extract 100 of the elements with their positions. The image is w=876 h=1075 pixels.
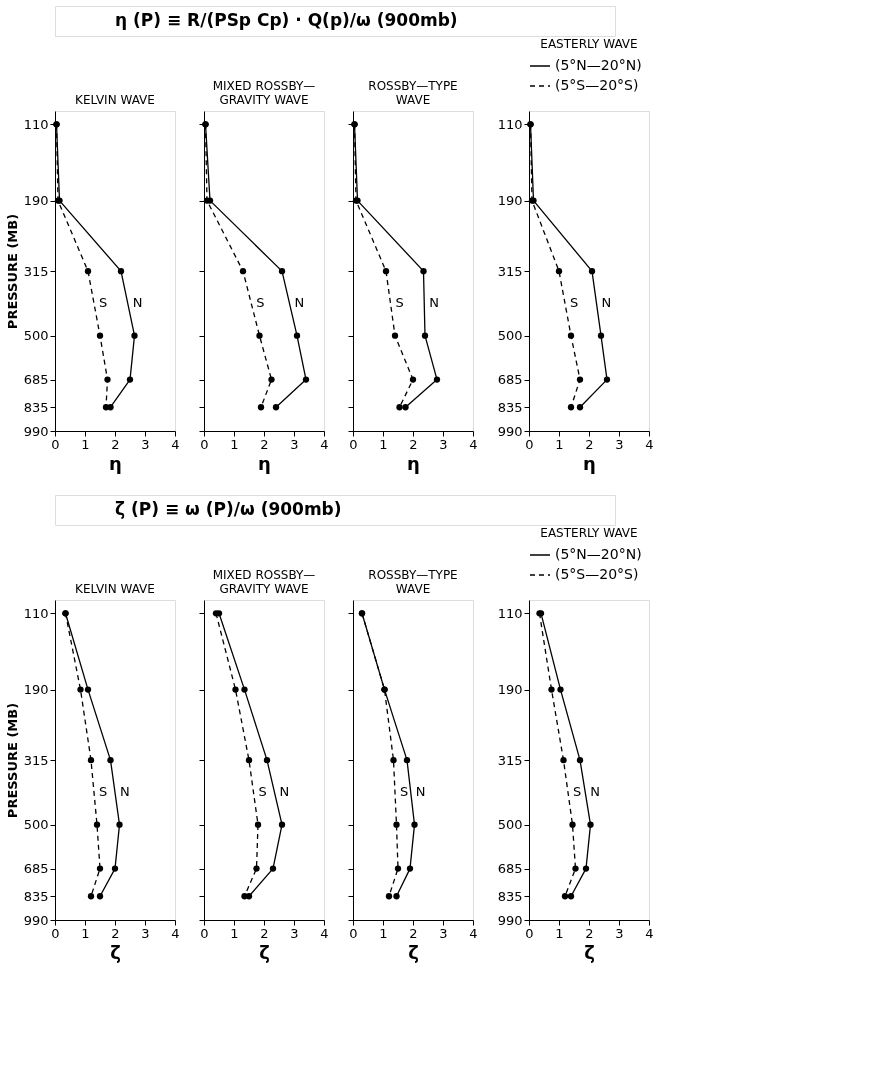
chart-title: ROSSBY—TYPE WAVE (368, 79, 458, 107)
x-tick-label: 3 (439, 925, 448, 941)
x-tick-label: 1 (81, 925, 90, 941)
annotation: S (570, 295, 579, 311)
x-tick-label: 1 (379, 436, 388, 452)
x-tick-label: 2 (260, 925, 269, 941)
x-tick-label: 3 (141, 925, 150, 941)
y-tick-label: 990 (23, 912, 49, 928)
annotation: S (256, 295, 265, 311)
y-tick-label: 835 (497, 399, 523, 415)
x-tick-label: 2 (111, 925, 120, 941)
x-tick-label: 4 (320, 436, 329, 452)
x-tick-label: 2 (111, 436, 120, 452)
x-tick-label: 2 (409, 925, 418, 941)
annotation: N (294, 295, 305, 311)
x-tick-label: 4 (171, 436, 180, 452)
y-tick-label: 990 (23, 423, 49, 439)
x-tick-label: 4 (320, 925, 329, 941)
x-axis-title: η (258, 452, 271, 474)
x-tick-label: 0 (51, 925, 60, 941)
annotation: N (415, 784, 426, 800)
annotation: S (258, 784, 267, 800)
x-tick-label: 4 (469, 436, 478, 452)
x-tick-label: 0 (349, 925, 358, 941)
x-tick-label: 4 (469, 925, 478, 941)
text: η (P) ≡ R/(PSp Cp) · Q(p)/ω (900mb) (115, 10, 458, 30)
x-tick-label: 1 (379, 925, 388, 941)
chart-title: KELVIN WAVE (75, 582, 155, 596)
y-tick-label: 685 (497, 372, 523, 388)
y-tick-label: 315 (497, 263, 523, 279)
y-tick-label: 190 (23, 682, 49, 698)
x-tick-label: 1 (555, 436, 564, 452)
annotation: S (99, 784, 108, 800)
x-tick-label: 3 (615, 436, 624, 452)
y-axis-title: PRESSURE (MB) (4, 702, 20, 819)
legend-label: (5°S—20°S) (555, 77, 639, 93)
text: ζ (P) ≡ ω (P)/ω (900mb) (115, 499, 342, 519)
annotation: S (400, 784, 409, 800)
x-axis-title: η (109, 452, 122, 474)
y-tick-label: 110 (23, 605, 49, 621)
x-axis-title: ζ (584, 941, 595, 963)
annotation: N (132, 295, 143, 311)
y-tick-label: 685 (23, 861, 49, 877)
x-tick-label: 2 (260, 436, 269, 452)
x-tick-label: 1 (230, 925, 239, 941)
x-axis-title: ζ (259, 941, 270, 963)
x-tick-label: 1 (81, 436, 90, 452)
chart-title: MIXED ROSSBY— GRAVITY WAVE (212, 79, 316, 107)
annotation: N (120, 784, 130, 800)
x-axis-title: ζ (408, 941, 419, 963)
annotation: N (279, 784, 290, 800)
x-tick-label: 3 (290, 925, 299, 941)
y-tick-label: 835 (497, 888, 523, 904)
x-tick-label: 3 (141, 436, 150, 452)
y-tick-label: 835 (23, 399, 49, 415)
y-tick-label: 190 (497, 682, 523, 698)
y-tick-label: 500 (497, 328, 523, 344)
annotation: S (573, 784, 582, 800)
x-tick-label: 4 (171, 925, 180, 941)
x-axis-title: η (407, 452, 420, 474)
chart-title: KELVIN WAVE (75, 93, 155, 107)
y-tick-label: 500 (23, 328, 49, 344)
y-tick-label: 685 (497, 861, 523, 877)
y-tick-label: 835 (23, 888, 49, 904)
x-tick-label: 4 (645, 925, 654, 941)
y-tick-label: 110 (23, 116, 49, 132)
y-tick-label: 190 (497, 193, 523, 209)
x-tick-label: 3 (615, 925, 624, 941)
y-tick-label: 685 (23, 372, 49, 388)
y-tick-label: 315 (23, 263, 49, 279)
y-axis-title: PRESSURE (MB) (4, 213, 20, 330)
x-tick-label: 1 (230, 436, 239, 452)
x-tick-label: 2 (585, 436, 594, 452)
x-tick-label: 0 (349, 436, 358, 452)
x-tick-label: 0 (51, 436, 60, 452)
annotation: S (99, 295, 108, 311)
y-tick-label: 190 (23, 193, 49, 209)
chart-title: EASTERLY WAVE (540, 526, 638, 540)
y-tick-label: 990 (497, 423, 523, 439)
x-tick-label: 2 (585, 925, 594, 941)
legend-label: (5°N—20°N) (555, 546, 642, 562)
x-tick-label: 3 (290, 436, 299, 452)
annotation: N (601, 295, 612, 311)
y-tick-label: 110 (497, 605, 523, 621)
x-tick-label: 4 (645, 436, 654, 452)
x-axis-title: η (583, 452, 596, 474)
annotation: S (395, 295, 404, 311)
x-tick-label: 3 (439, 436, 448, 452)
legend-label: (5°N—20°N) (555, 57, 642, 73)
x-tick-label: 0 (525, 436, 534, 452)
x-tick-label: 0 (200, 436, 209, 452)
x-tick-label: 2 (409, 436, 418, 452)
annotation: N (590, 784, 600, 800)
annotation: N (429, 295, 439, 311)
y-tick-label: 990 (497, 912, 523, 928)
x-tick-label: 1 (555, 925, 564, 941)
y-tick-label: 500 (497, 817, 523, 833)
x-axis-title: ζ (110, 941, 121, 963)
x-tick-label: 0 (200, 925, 209, 941)
y-tick-label: 315 (497, 752, 523, 768)
